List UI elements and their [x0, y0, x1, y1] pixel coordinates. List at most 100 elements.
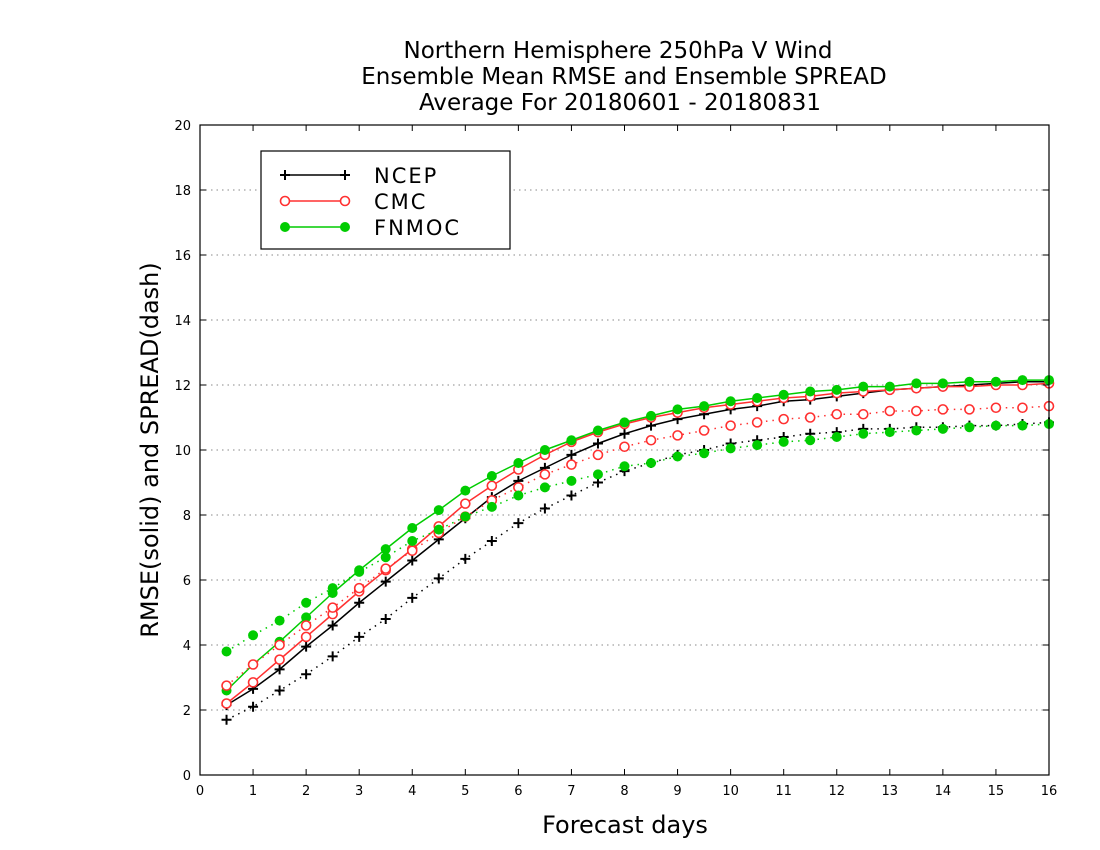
data-point	[460, 553, 471, 564]
data-point	[831, 384, 842, 395]
data-point	[725, 396, 736, 407]
data-point	[248, 630, 259, 641]
data-point	[672, 430, 683, 441]
data-point	[699, 401, 710, 412]
series-line	[226, 421, 1050, 721]
x-tick-label: 6	[514, 784, 522, 799]
y-tick-label: 20	[174, 119, 191, 134]
data-point	[990, 402, 1002, 414]
y-tick-label: 18	[174, 184, 191, 199]
data-point	[380, 576, 391, 587]
legend-marker	[340, 170, 350, 180]
data-point	[353, 582, 365, 594]
data-point	[566, 435, 577, 446]
y-tick-label: 14	[174, 314, 191, 329]
data-point	[301, 597, 312, 608]
data-point	[327, 620, 338, 631]
data-point	[354, 631, 365, 642]
data-point	[858, 381, 869, 392]
data-point	[911, 405, 922, 417]
data-point	[699, 448, 710, 459]
legend-marker	[279, 195, 291, 207]
data-point	[646, 458, 657, 468]
x-axis: 0 1 2 3 4 5 6 7 8 9 10 11 12 13 14 15 16	[196, 125, 1057, 799]
data-point	[221, 646, 232, 657]
data-point	[1017, 420, 1028, 431]
series-line	[226, 381, 1049, 706]
series-line	[226, 382, 1050, 705]
legend-marker	[340, 222, 350, 232]
y-tick-label: 4	[183, 639, 191, 654]
data-point	[858, 428, 869, 439]
data-point	[274, 685, 285, 696]
y-tick-label: 16	[174, 249, 191, 264]
legend-box	[260, 150, 511, 250]
data-point	[752, 440, 763, 451]
x-tick-label: 13	[882, 784, 899, 799]
series-line	[226, 423, 1050, 653]
data-point	[539, 469, 551, 480]
data-point	[778, 413, 789, 425]
x-tick-label: 9	[673, 784, 681, 799]
data-point	[460, 498, 471, 509]
data-point	[486, 480, 498, 492]
data-point	[221, 714, 232, 725]
data-point	[911, 425, 922, 436]
data-point	[539, 445, 550, 455]
data-point	[831, 408, 843, 420]
x-tick-label: 16	[1041, 784, 1058, 799]
data-point	[592, 438, 603, 449]
data-point	[539, 503, 550, 514]
data-point	[407, 536, 418, 546]
title-line-3: Average For 20180601 - 20180831	[419, 90, 821, 116]
data-point	[619, 441, 630, 453]
y-tick-label: 6	[183, 574, 191, 589]
data-point	[751, 417, 763, 428]
data-point	[300, 620, 312, 631]
data-point	[354, 566, 365, 577]
data-point	[327, 602, 338, 613]
y-tick-label: 0	[183, 769, 191, 784]
data-point	[857, 408, 869, 420]
data-point	[327, 583, 338, 594]
data-point	[964, 376, 975, 387]
data-point	[221, 698, 232, 709]
data-point	[406, 545, 418, 557]
data-point	[672, 451, 683, 462]
data-point	[539, 482, 550, 493]
data-point	[592, 449, 604, 461]
data-point	[274, 639, 285, 651]
data-point	[460, 511, 471, 522]
series-spread-5	[221, 419, 1054, 657]
data-point	[778, 389, 789, 400]
data-point	[248, 701, 259, 712]
data-point	[407, 555, 418, 566]
data-point	[486, 471, 497, 481]
data-point	[247, 677, 259, 688]
x-tick-label: 7	[567, 784, 575, 799]
x-tick-label: 0	[196, 784, 204, 799]
chart-title: Northern Hemisphere 250hPa V Wind Ensemb…	[361, 38, 886, 116]
data-point	[407, 592, 418, 603]
legend-label: FNMOC	[374, 216, 461, 240]
data-point	[354, 597, 365, 608]
y-axis-label: RMSE(solid) and SPREAD(dash)	[136, 262, 164, 638]
x-tick-label: 4	[408, 784, 416, 799]
data-point	[274, 664, 285, 675]
x-tick-label: 15	[988, 784, 1005, 799]
data-point	[566, 475, 577, 486]
data-point	[937, 404, 949, 415]
data-point	[433, 505, 444, 516]
series-rmse-2	[221, 375, 1054, 696]
data-point	[380, 552, 391, 563]
data-point	[460, 485, 471, 496]
plot-series	[221, 375, 1055, 725]
data-point	[380, 563, 392, 574]
data-point	[990, 420, 1001, 431]
legend-label: CMC	[374, 190, 427, 214]
x-tick-label: 11	[775, 784, 792, 799]
data-point	[831, 432, 842, 442]
data-point	[327, 651, 338, 662]
